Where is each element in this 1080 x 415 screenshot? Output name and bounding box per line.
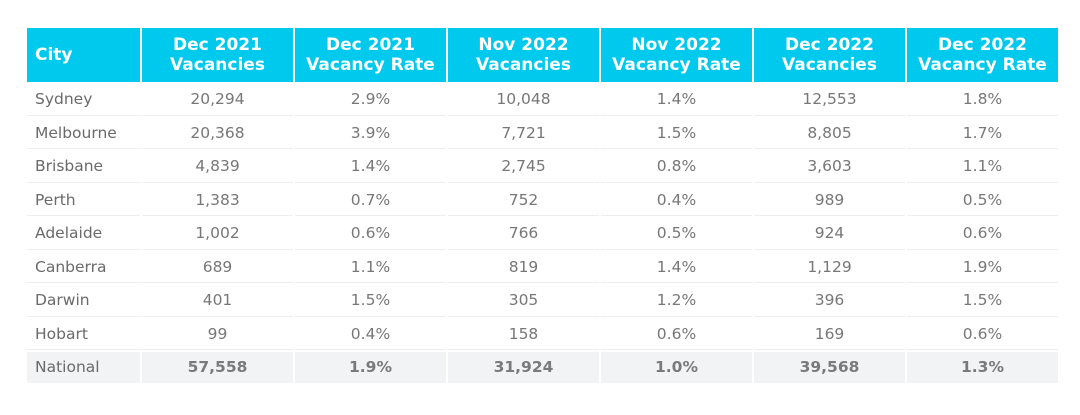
value-cell: 752 — [448, 184, 599, 216]
table-row: Hobart 99 0.4% 158 0.6% 169 0.6% — [27, 318, 1058, 350]
value-cell: 39,568 — [754, 352, 905, 383]
value-cell: 31,924 — [448, 352, 599, 383]
value-cell: 3.9% — [295, 117, 446, 149]
value-cell: 1.5% — [601, 117, 752, 149]
column-header: Nov 2022 Vacancy Rate — [601, 28, 752, 82]
column-header: Dec 2021 Vacancies — [142, 28, 293, 82]
value-cell: 1.1% — [295, 251, 446, 283]
value-cell: 1.4% — [295, 151, 446, 183]
value-cell: 0.4% — [601, 184, 752, 216]
value-cell: 2.9% — [295, 84, 446, 116]
value-cell: 0.6% — [601, 318, 752, 350]
value-cell: 7,721 — [448, 117, 599, 149]
column-header: Dec 2021 Vacancy Rate — [295, 28, 446, 82]
value-cell: 1.5% — [907, 285, 1058, 317]
city-cell: Melbourne — [27, 117, 140, 149]
value-cell: 12,553 — [754, 84, 905, 116]
column-header-line: Dec 2021 — [173, 35, 262, 55]
value-cell: 20,294 — [142, 84, 293, 116]
vacancy-table: City Dec 2021 Vacancies Dec 2021 Vacancy Rat… — [25, 26, 1060, 385]
value-cell: 57,558 — [142, 352, 293, 383]
column-header-line: Vacancies — [170, 55, 265, 75]
value-cell: 0.5% — [601, 218, 752, 250]
value-cell: 989 — [754, 184, 905, 216]
table-row: Canberra 689 1.1% 819 1.4% 1,129 1.9% — [27, 251, 1058, 283]
city-cell: Perth — [27, 184, 140, 216]
city-cell: Hobart — [27, 318, 140, 350]
table-row: Perth 1,383 0.7% 752 0.4% 989 0.5% — [27, 184, 1058, 216]
column-header: Nov 2022 Vacancies — [448, 28, 599, 82]
value-cell: 1,383 — [142, 184, 293, 216]
value-cell: 0.7% — [295, 184, 446, 216]
value-cell: 4,839 — [142, 151, 293, 183]
value-cell: 1.9% — [295, 352, 446, 383]
value-cell: 1.5% — [295, 285, 446, 317]
value-cell: 2,745 — [448, 151, 599, 183]
city-cell: Sydney — [27, 84, 140, 116]
value-cell: 169 — [754, 318, 905, 350]
value-cell: 689 — [142, 251, 293, 283]
column-header-city: City — [27, 28, 140, 82]
column-header-line: Nov 2022 — [631, 35, 722, 55]
column-header-line: Vacancy Rate — [612, 55, 741, 75]
value-cell: 20,368 — [142, 117, 293, 149]
column-header-line: Nov 2022 — [478, 35, 569, 55]
value-cell: 1,129 — [754, 251, 905, 283]
value-cell: 305 — [448, 285, 599, 317]
header-row: City Dec 2021 Vacancies Dec 2021 Vacancy Rat… — [27, 28, 1058, 82]
table-row: Sydney 20,294 2.9% 10,048 1.4% 12,553 1.8% — [27, 84, 1058, 116]
value-cell: 1,002 — [142, 218, 293, 250]
value-cell: 0.5% — [907, 184, 1058, 216]
column-header-line: Vacancy Rate — [918, 55, 1047, 75]
value-cell: 1.9% — [907, 251, 1058, 283]
value-cell: 1.2% — [601, 285, 752, 317]
city-cell: National — [27, 352, 140, 383]
value-cell: 396 — [754, 285, 905, 317]
table-row: Melbourne 20,368 3.9% 7,721 1.5% 8,805 1.7% — [27, 117, 1058, 149]
value-cell: 0.8% — [601, 151, 752, 183]
column-header-line: Dec 2021 — [326, 35, 415, 55]
value-cell: 0.4% — [295, 318, 446, 350]
value-cell: 1.3% — [907, 352, 1058, 383]
column-header: Dec 2022 Vacancies — [754, 28, 905, 82]
city-cell: Adelaide — [27, 218, 140, 250]
value-cell: 8,805 — [754, 117, 905, 149]
value-cell: 1.4% — [601, 251, 752, 283]
value-cell: 3,603 — [754, 151, 905, 183]
value-cell: 10,048 — [448, 84, 599, 116]
value-cell: 1.0% — [601, 352, 752, 383]
value-cell: 99 — [142, 318, 293, 350]
city-cell: Darwin — [27, 285, 140, 317]
city-cell: Brisbane — [27, 151, 140, 183]
value-cell: 0.6% — [295, 218, 446, 250]
value-cell: 0.6% — [907, 218, 1058, 250]
table-row: Adelaide 1,002 0.6% 766 0.5% 924 0.6% — [27, 218, 1058, 250]
value-cell: 766 — [448, 218, 599, 250]
value-cell: 1.8% — [907, 84, 1058, 116]
city-cell: Canberra — [27, 251, 140, 283]
column-header: Dec 2022 Vacancy Rate — [907, 28, 1058, 82]
value-cell: 1.1% — [907, 151, 1058, 183]
value-cell: 1.7% — [907, 117, 1058, 149]
column-header-line: Vacancies — [782, 55, 877, 75]
value-cell: 401 — [142, 285, 293, 317]
column-header-line: Dec 2022 — [785, 35, 874, 55]
table-header: City Dec 2021 Vacancies Dec 2021 Vacancy Rat… — [27, 28, 1058, 82]
value-cell: 924 — [754, 218, 905, 250]
column-header-line: Vacancy Rate — [306, 55, 435, 75]
value-cell: 1.4% — [601, 84, 752, 116]
table-body: Sydney 20,294 2.9% 10,048 1.4% 12,553 1.8% Melb… — [27, 84, 1058, 383]
total-row-national: National 57,558 1.9% 31,924 1.0% 39,568 1.3% — [27, 352, 1058, 383]
column-header-line: Dec 2022 — [938, 35, 1027, 55]
value-cell: 0.6% — [907, 318, 1058, 350]
column-header-line: City — [35, 45, 73, 65]
value-cell: 158 — [448, 318, 599, 350]
column-header-line: Vacancies — [476, 55, 571, 75]
vacancy-table-container: City Dec 2021 Vacancies Dec 2021 Vacancy Rat… — [25, 26, 1058, 385]
value-cell: 819 — [448, 251, 599, 283]
table-row: Brisbane 4,839 1.4% 2,745 0.8% 3,603 1.1% — [27, 151, 1058, 183]
table-row: Darwin 401 1.5% 305 1.2% 396 1.5% — [27, 285, 1058, 317]
